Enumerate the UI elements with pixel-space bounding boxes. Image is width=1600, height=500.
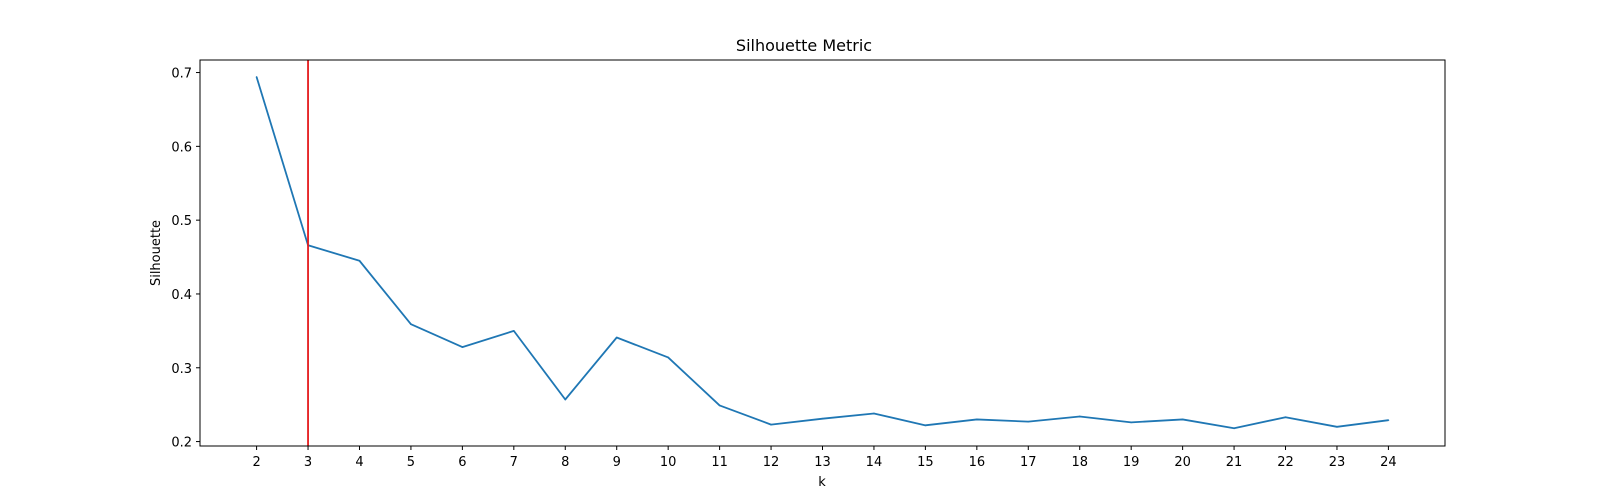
x-tick-label: 21 <box>1226 455 1243 470</box>
data-point-k7 <box>513 330 515 332</box>
x-tick-label: 16 <box>969 455 986 470</box>
data-point-k5 <box>410 323 412 325</box>
data-point-k9 <box>616 337 618 339</box>
y-axis-title: Silhouette <box>149 220 164 286</box>
data-point-k19 <box>1130 422 1132 424</box>
data-point-k18 <box>1079 416 1081 418</box>
x-tick-label: 7 <box>510 455 518 470</box>
y-tick-label: 0.2 <box>171 436 192 451</box>
data-point-k22 <box>1285 416 1287 418</box>
data-point-k20 <box>1182 419 1184 421</box>
x-tick-label: 9 <box>613 455 621 470</box>
x-tick-label: 8 <box>561 455 569 470</box>
data-point-k11 <box>719 405 721 407</box>
data-point-k17 <box>1027 421 1029 423</box>
data-point-k4 <box>359 260 361 262</box>
x-tick-label: 10 <box>660 455 677 470</box>
x-tick-label: 17 <box>1020 455 1037 470</box>
x-tick-label: 6 <box>458 455 466 470</box>
data-point-k15 <box>925 425 927 427</box>
x-tick-label: 3 <box>304 455 312 470</box>
y-tick-label: 0.5 <box>171 214 192 229</box>
data-point-k12 <box>770 424 772 426</box>
x-tick-label: 20 <box>1174 455 1191 470</box>
data-point-k2 <box>256 76 258 78</box>
data-point-k8 <box>564 399 566 401</box>
y-tick-label: 0.6 <box>171 140 192 155</box>
x-tick-label: 24 <box>1380 455 1397 470</box>
x-tick-label: 2 <box>252 455 260 470</box>
data-point-k21 <box>1233 427 1235 429</box>
data-point-k14 <box>873 413 875 415</box>
data-point-k24 <box>1388 419 1390 421</box>
x-tick-label: 23 <box>1329 455 1346 470</box>
data-point-k13 <box>822 418 824 420</box>
x-tick-label: 14 <box>866 455 883 470</box>
data-point-k10 <box>667 357 669 359</box>
plot-area <box>200 60 1445 446</box>
y-tick-label: 0.3 <box>171 362 192 377</box>
x-tick-label: 15 <box>917 455 934 470</box>
x-tick-label: 18 <box>1071 455 1088 470</box>
data-point-k6 <box>462 346 464 348</box>
x-tick-label: 4 <box>355 455 363 470</box>
axes-background <box>200 60 1445 446</box>
data-point-k23 <box>1336 426 1338 428</box>
x-axis-title: k <box>818 475 826 490</box>
chart-title: Silhouette Metric <box>736 36 872 55</box>
x-tick-label: 19 <box>1123 455 1140 470</box>
x-tick-label: 12 <box>763 455 780 470</box>
x-tick-label: 13 <box>814 455 831 470</box>
x-tick-label: 22 <box>1277 455 1294 470</box>
y-tick-label: 0.7 <box>171 67 192 82</box>
x-tick-label: 5 <box>407 455 415 470</box>
y-tick-label: 0.4 <box>171 288 192 303</box>
x-tick-label: 11 <box>711 455 728 470</box>
data-point-k16 <box>976 419 978 421</box>
